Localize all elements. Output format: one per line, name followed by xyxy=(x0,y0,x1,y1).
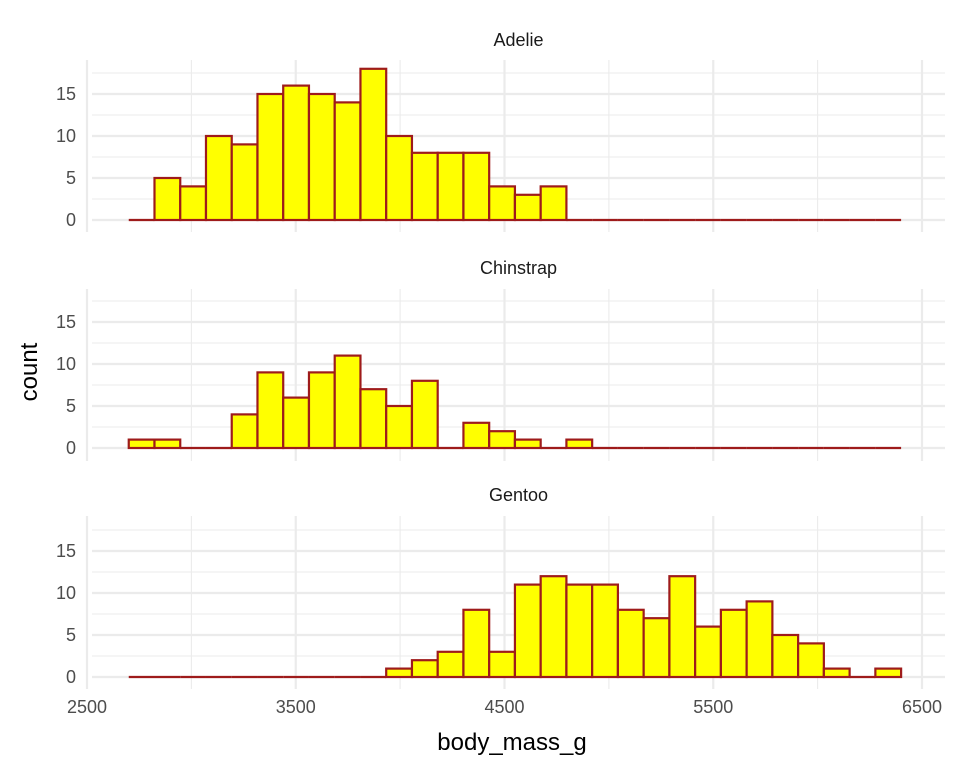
histogram-bar xyxy=(874,667,903,679)
histogram-bar xyxy=(513,438,542,450)
y-tick-label: 5 xyxy=(66,625,76,645)
x-tick-label: 2500 xyxy=(67,697,107,717)
histogram-bar xyxy=(385,404,414,450)
histogram-bar xyxy=(462,608,491,679)
facet-panel-adelie: 0 5 10 15 Adelie xyxy=(56,30,945,232)
y-tick-label: 0 xyxy=(66,438,76,458)
histogram-bar xyxy=(488,185,517,222)
x-axis-title: body_mass_g xyxy=(437,729,586,756)
histogram-bar xyxy=(539,185,568,222)
histogram-bar xyxy=(797,642,825,679)
y-tick-label: 5 xyxy=(66,168,76,188)
histogram-bar xyxy=(282,396,311,450)
histogram-bar xyxy=(230,413,259,450)
y-tick-label: 15 xyxy=(56,541,76,561)
histogram-bar xyxy=(642,617,671,679)
histogram-bar xyxy=(694,625,722,679)
histogram-bar xyxy=(668,575,697,679)
histogram-bar xyxy=(153,438,182,450)
histogram-bar xyxy=(359,388,388,450)
histogram-bar xyxy=(591,583,620,679)
y-axis-title: count xyxy=(16,342,43,401)
histogram-bar xyxy=(462,421,491,450)
x-tick-label: 3500 xyxy=(276,697,316,717)
histogram-bar xyxy=(565,583,594,679)
histogram-bar xyxy=(179,185,208,222)
histogram-bar xyxy=(745,600,774,679)
y-tick-label: 10 xyxy=(56,354,76,374)
histogram-bar xyxy=(385,134,414,222)
histogram-bar xyxy=(410,659,439,679)
histogram-bar xyxy=(410,151,439,222)
y-tick-label: 0 xyxy=(66,210,76,230)
histogram-bar xyxy=(127,438,156,450)
facet-panel-chinstrap: 0 5 10 15 Chinstrap xyxy=(56,258,945,461)
histogram-bar xyxy=(359,67,388,222)
y-tick-label: 10 xyxy=(56,126,76,146)
histogram-bar xyxy=(333,354,362,450)
histogram-bar xyxy=(410,379,439,450)
histogram-bar xyxy=(539,575,568,679)
histogram-bar xyxy=(436,650,465,679)
y-tick-label: 0 xyxy=(66,667,76,687)
histogram-bar xyxy=(616,608,645,679)
histogram-bar xyxy=(488,650,517,679)
y-tick-label: 15 xyxy=(56,84,76,104)
facet-strip-label: Chinstrap xyxy=(480,258,557,278)
histogram-bar xyxy=(307,92,336,222)
facet-strip-label: Adelie xyxy=(493,30,543,50)
histogram-bar xyxy=(230,143,259,222)
histogram-bar xyxy=(204,134,233,222)
x-tick-label: 5500 xyxy=(693,697,733,717)
x-tick-label: 6500 xyxy=(902,697,942,717)
y-tick-label: 10 xyxy=(56,583,76,603)
facet-panel-gentoo: 0 5 10 15 Gentoo xyxy=(56,485,945,689)
histogram-bar xyxy=(333,101,362,222)
histogram-bar xyxy=(565,438,594,450)
histogram-bar xyxy=(282,84,311,222)
histogram-bar xyxy=(256,371,285,450)
histogram-bar xyxy=(513,193,542,222)
histogram-bar xyxy=(462,151,491,222)
histogram-bar xyxy=(513,583,542,679)
histogram-bar xyxy=(488,430,517,450)
histogram-bar xyxy=(771,633,800,679)
histogram-bar xyxy=(436,151,465,222)
y-tick-label: 5 xyxy=(66,396,76,416)
histogram-bar xyxy=(385,667,414,679)
facet-strip-label: Gentoo xyxy=(489,485,548,505)
histogram-bar xyxy=(256,92,285,222)
histogram-bar xyxy=(153,176,182,222)
x-tick-label: 4500 xyxy=(484,697,524,717)
y-tick-label: 15 xyxy=(56,312,76,332)
histogram-bar xyxy=(719,608,748,679)
histogram-bar xyxy=(307,371,336,450)
histogram-bar xyxy=(822,667,851,679)
